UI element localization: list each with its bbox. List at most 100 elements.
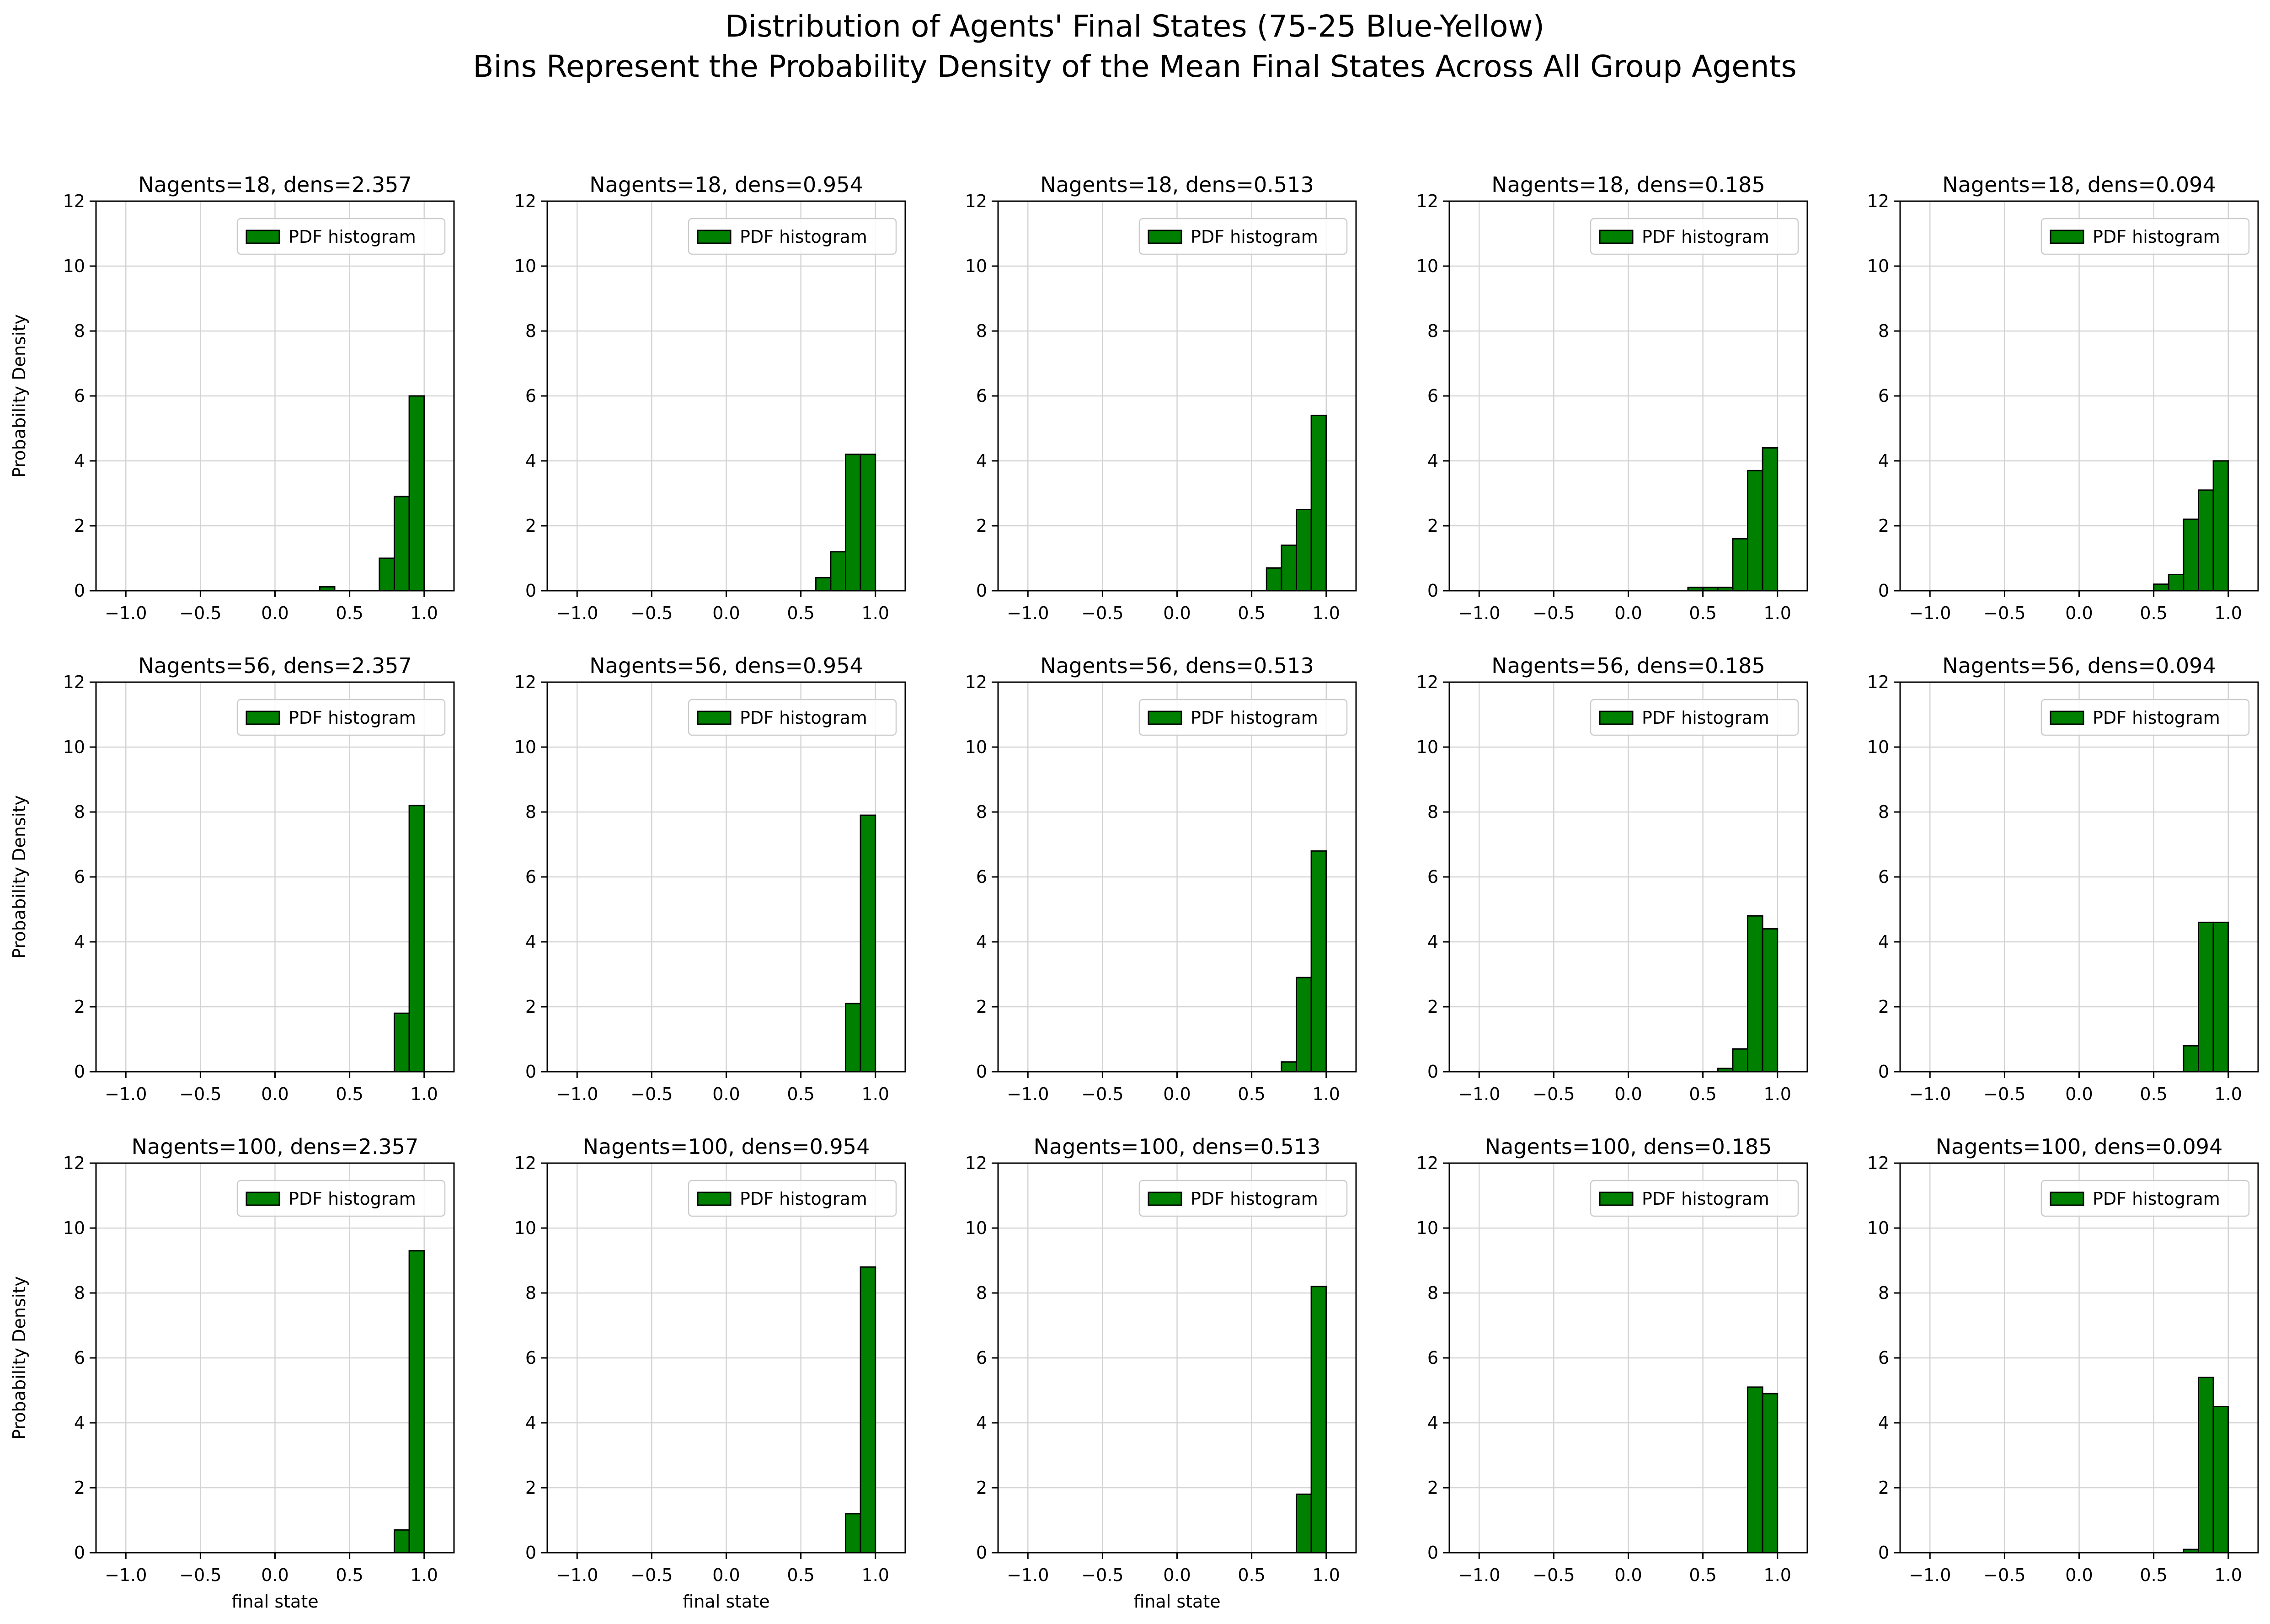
histogram-bar (1747, 1386, 1763, 1554)
histogram-bar (408, 395, 425, 592)
x-tick-label: −0.5 (1983, 1084, 2025, 1104)
subplot-title: Nagents=18, dens=0.094 (1942, 172, 2216, 197)
y-tick-label: 12 (965, 191, 987, 211)
y-tick-label: 6 (976, 1348, 987, 1368)
legend-frame (1590, 218, 1799, 255)
histogram-bar (845, 1003, 861, 1073)
x-tick-label: 1.0 (2215, 1084, 2242, 1104)
x-tick-label: −1.0 (1458, 1084, 1500, 1104)
histogram-bar (1281, 1061, 1297, 1073)
y-tick-label: 10 (514, 256, 536, 276)
legend: PDF histogram (688, 699, 897, 736)
y-tick-label: 10 (965, 737, 987, 757)
y-tick-label: 2 (74, 516, 85, 536)
subplot-title: Nagents=56, dens=0.185 (1491, 653, 1765, 678)
y-tick-label: 6 (74, 1348, 85, 1368)
x-tick-label: 0.0 (712, 1565, 740, 1585)
x-tick-label: 0.0 (1163, 603, 1191, 623)
y-tick-label: 4 (1878, 932, 1889, 952)
x-tick-label: −0.5 (1983, 1565, 2025, 1585)
x-tick-label: 0.0 (261, 1084, 288, 1104)
legend: PDF histogram (1138, 218, 1348, 255)
x-tick-label: −0.5 (630, 1084, 673, 1104)
legend-swatch (246, 1191, 280, 1206)
x-tick-label: 1.0 (1313, 1084, 1340, 1104)
y-tick-label: 0 (525, 1543, 536, 1563)
y-tick-label: 12 (63, 191, 85, 211)
y-tick-label: 10 (63, 256, 85, 276)
y-tick-label: 2 (525, 1478, 536, 1498)
histogram-bar (1747, 470, 1763, 592)
x-tick-label: 0.5 (1238, 1565, 1265, 1585)
legend: PDF histogram (1590, 1180, 1799, 1217)
legend-label: PDF histogram (740, 708, 867, 728)
x-tick-label: 0.5 (787, 1565, 814, 1585)
histogram-bar (2183, 1045, 2199, 1073)
legend-label: PDF histogram (1642, 708, 1769, 728)
x-axis-label: final state (683, 1592, 769, 1612)
y-tick-label: 0 (1427, 1543, 1438, 1563)
legend-label: PDF histogram (288, 1189, 416, 1209)
histogram-bar (2212, 1406, 2229, 1554)
figure-title-line1: Distribution of Agents' Final States (75… (725, 9, 1544, 44)
y-tick-label: 0 (1878, 581, 1889, 601)
y-tick-label: 10 (1416, 1218, 1438, 1238)
legend-frame (2040, 218, 2250, 255)
legend-frame (1138, 218, 1348, 255)
legend-frame (2040, 699, 2250, 736)
y-tick-label: 2 (976, 997, 987, 1017)
y-tick-label: 2 (1427, 516, 1438, 536)
histogram-bar (1281, 545, 1297, 592)
x-tick-label: −0.5 (630, 603, 673, 623)
y-tick-label: 8 (74, 1283, 85, 1303)
histogram-bar (860, 1266, 876, 1554)
y-tick-label: 8 (74, 321, 85, 341)
subplot-title: Nagents=100, dens=0.954 (583, 1134, 870, 1159)
y-axis-label: Probability Density (9, 314, 29, 477)
histogram-bar (845, 1513, 861, 1554)
x-tick-label: −1.0 (1007, 1565, 1049, 1585)
y-tick-label: 6 (1878, 386, 1889, 406)
legend-swatch (246, 230, 280, 244)
legend-swatch (697, 1191, 732, 1206)
y-tick-label: 0 (525, 581, 536, 601)
legend: PDF histogram (236, 218, 446, 255)
legend: PDF histogram (1590, 699, 1799, 736)
x-tick-label: 0.0 (1614, 603, 1642, 623)
legend: PDF histogram (2040, 699, 2250, 736)
y-tick-label: 2 (1427, 1478, 1438, 1498)
histogram-bar (1296, 977, 1312, 1073)
x-tick-label: 0.0 (1163, 1565, 1191, 1585)
y-tick-label: 10 (1416, 737, 1438, 757)
subplot-1-1: −1.0 −0.5 0.0 0.5 1.0 0 2 4 6 8 10 12 Nagents=18, de… (9, 172, 455, 623)
legend-frame (2040, 1180, 2250, 1217)
y-tick-label: 4 (1427, 451, 1438, 471)
histogram-bar (2183, 518, 2199, 592)
legend-frame (1590, 699, 1799, 736)
subplot-title: Nagents=18, dens=2.357 (138, 172, 411, 197)
x-tick-label: 1.0 (411, 603, 438, 623)
x-tick-label: 0.5 (336, 603, 363, 623)
x-tick-label: −0.5 (179, 1084, 221, 1104)
histogram-bar (1762, 1393, 1779, 1554)
subplot-3-3: −1.0 −0.5 0.0 0.5 1.0 0 2 4 6 8 10 12 Nagents=100, d… (965, 1134, 1357, 1612)
y-tick-label: 6 (74, 386, 85, 406)
x-tick-label: 0.0 (1163, 1084, 1191, 1104)
subplot-title: Nagents=56, dens=0.094 (1942, 653, 2216, 678)
y-tick-label: 8 (1878, 321, 1889, 341)
x-tick-label: 0.0 (712, 603, 740, 623)
x-tick-label: 0.5 (1689, 1565, 1716, 1585)
y-tick-label: 10 (514, 1218, 536, 1238)
y-tick-label: 2 (525, 997, 536, 1017)
histogram-bar (1310, 850, 1327, 1073)
y-tick-label: 12 (514, 1153, 536, 1173)
x-tick-label: 1.0 (411, 1565, 438, 1585)
y-tick-label: 2 (74, 997, 85, 1017)
legend-label: PDF histogram (1191, 227, 1318, 247)
x-tick-label: 0.0 (1614, 1565, 1642, 1585)
histogram-bar (1310, 415, 1327, 592)
y-tick-label: 0 (1878, 1062, 1889, 1082)
x-tick-label: 0.5 (336, 1084, 363, 1104)
x-tick-label: −1.0 (556, 1084, 598, 1104)
